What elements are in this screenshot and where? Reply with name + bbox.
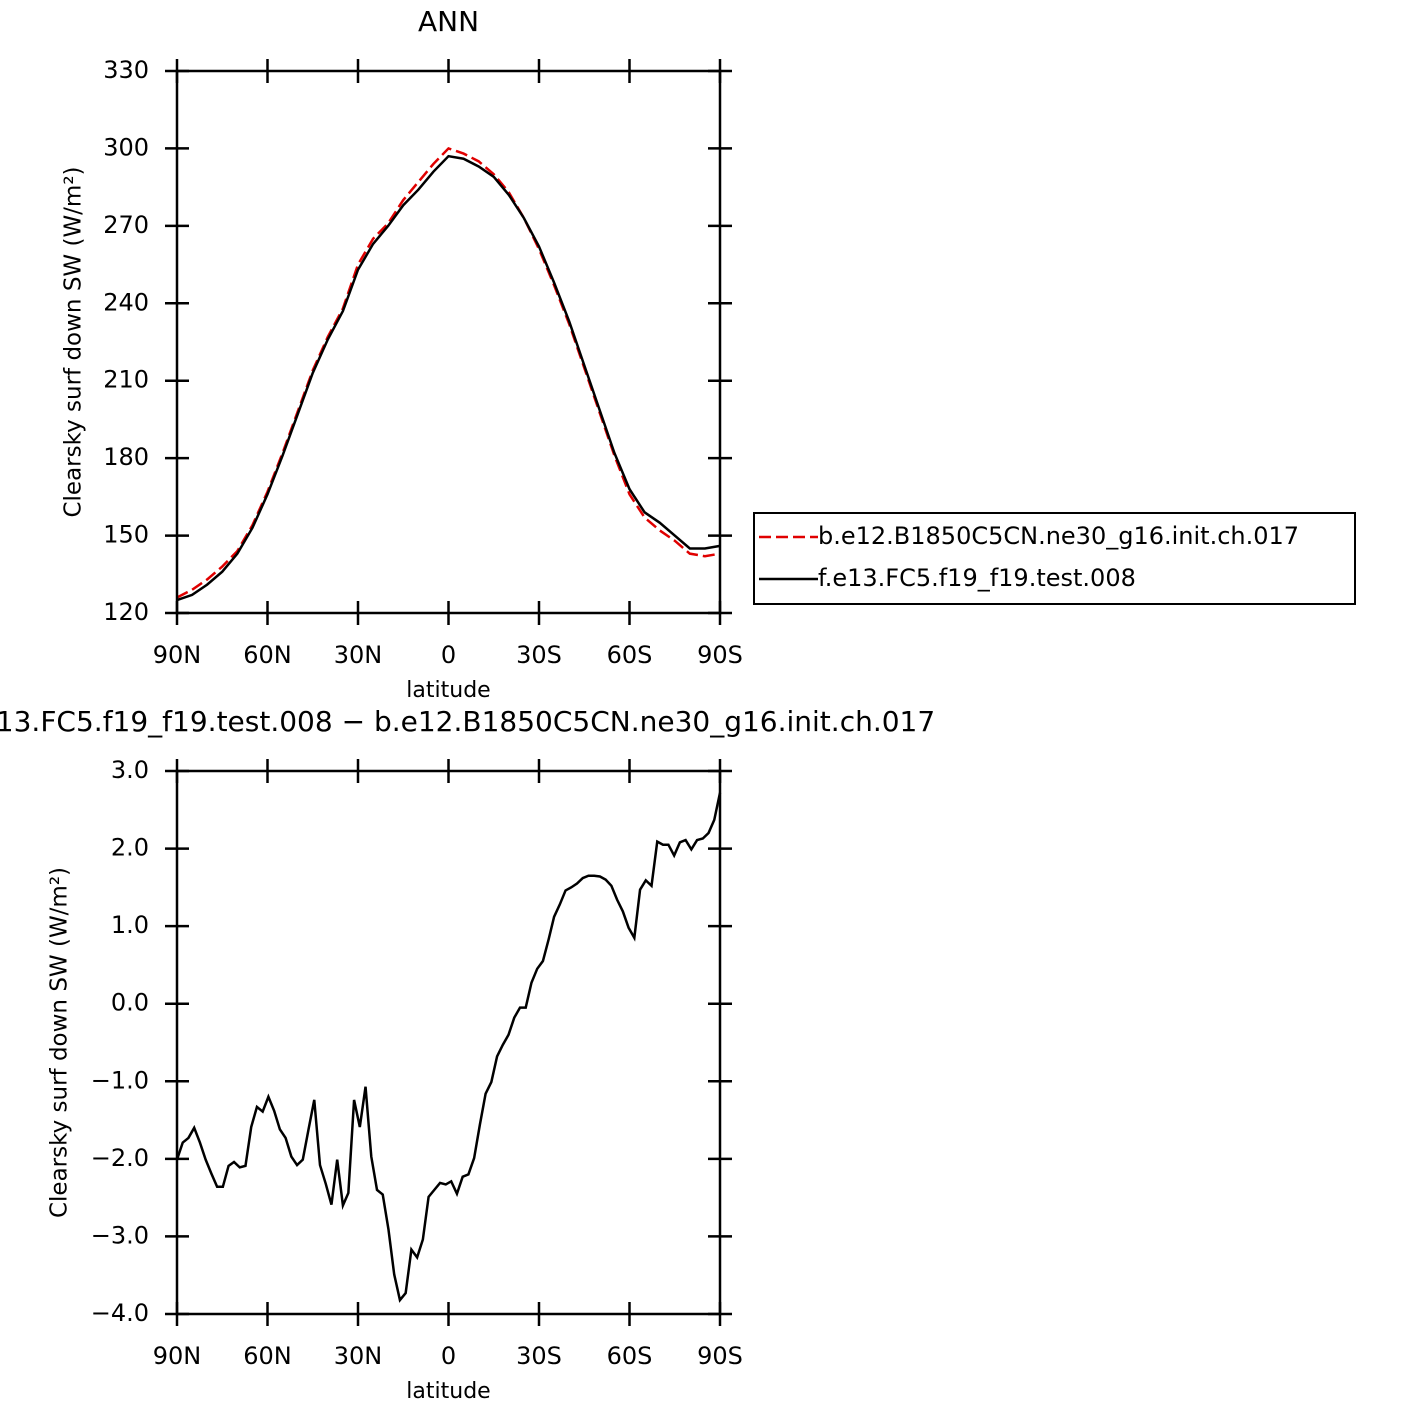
x-tick-label: 30N [334,641,383,669]
chart-title: f.e13.FC5.f19_f19.test.008 − b.e12.B1850… [0,705,935,738]
y-tick-label: 240 [103,288,149,316]
x-tick-label: 0 [441,641,456,669]
y-tick-label: 0.0 [111,989,149,1017]
legend-label: b.e12.B1850C5CN.ne30_g16.init.ch.017 [818,522,1299,550]
x-tick-label: 60S [607,641,653,669]
y-axis-label: Clearsky surf down SW (W/m²) [61,166,87,517]
y-tick-label: 300 [103,133,149,161]
plot-frame [175,769,722,1316]
y-tick-label: 330 [103,56,149,84]
y-tick-label: −2.0 [91,1144,149,1172]
y-tick-label: 270 [103,211,149,239]
legend-box [753,512,1356,605]
y-tick-label: 180 [103,443,149,471]
data-line [175,792,722,1303]
x-tick-label: 60N [243,1342,292,1370]
x-tick-label: 90S [697,641,743,669]
y-tick-label: −1.0 [91,1066,149,1094]
x-tick-label: 30N [334,1342,383,1370]
x-tick-label: 30S [516,1342,562,1370]
x-axis-label: latitude [406,678,490,703]
y-tick-label: 150 [103,521,149,549]
x-axis-label: latitude [406,1379,490,1404]
y-tick-label: 2.0 [111,834,149,862]
x-tick-label: 0 [441,1342,456,1370]
chart-title: ANN [418,5,479,38]
y-tick-label: 1.0 [111,911,149,939]
x-tick-label: 60S [607,1342,653,1370]
y-tick-label: −3.0 [91,1221,149,1249]
y-tick-label: 210 [103,366,149,394]
x-tick-label: 90N [153,1342,202,1370]
x-tick-label: 90N [153,641,202,669]
x-tick-label: 30S [516,641,562,669]
y-tick-label: 120 [103,598,149,626]
data-line [176,154,721,602]
x-tick-label: 90S [697,1342,743,1370]
y-axis-label: Clearsky surf down SW (W/m²) [47,867,73,1218]
plot-frame [175,69,722,615]
y-tick-label: 3.0 [111,756,149,784]
data-line [176,146,721,599]
x-tick-label: 60N [243,641,292,669]
y-tick-label: −4.0 [91,1299,149,1327]
legend-label: f.e13.FC5.f19_f19.test.008 [818,564,1136,592]
